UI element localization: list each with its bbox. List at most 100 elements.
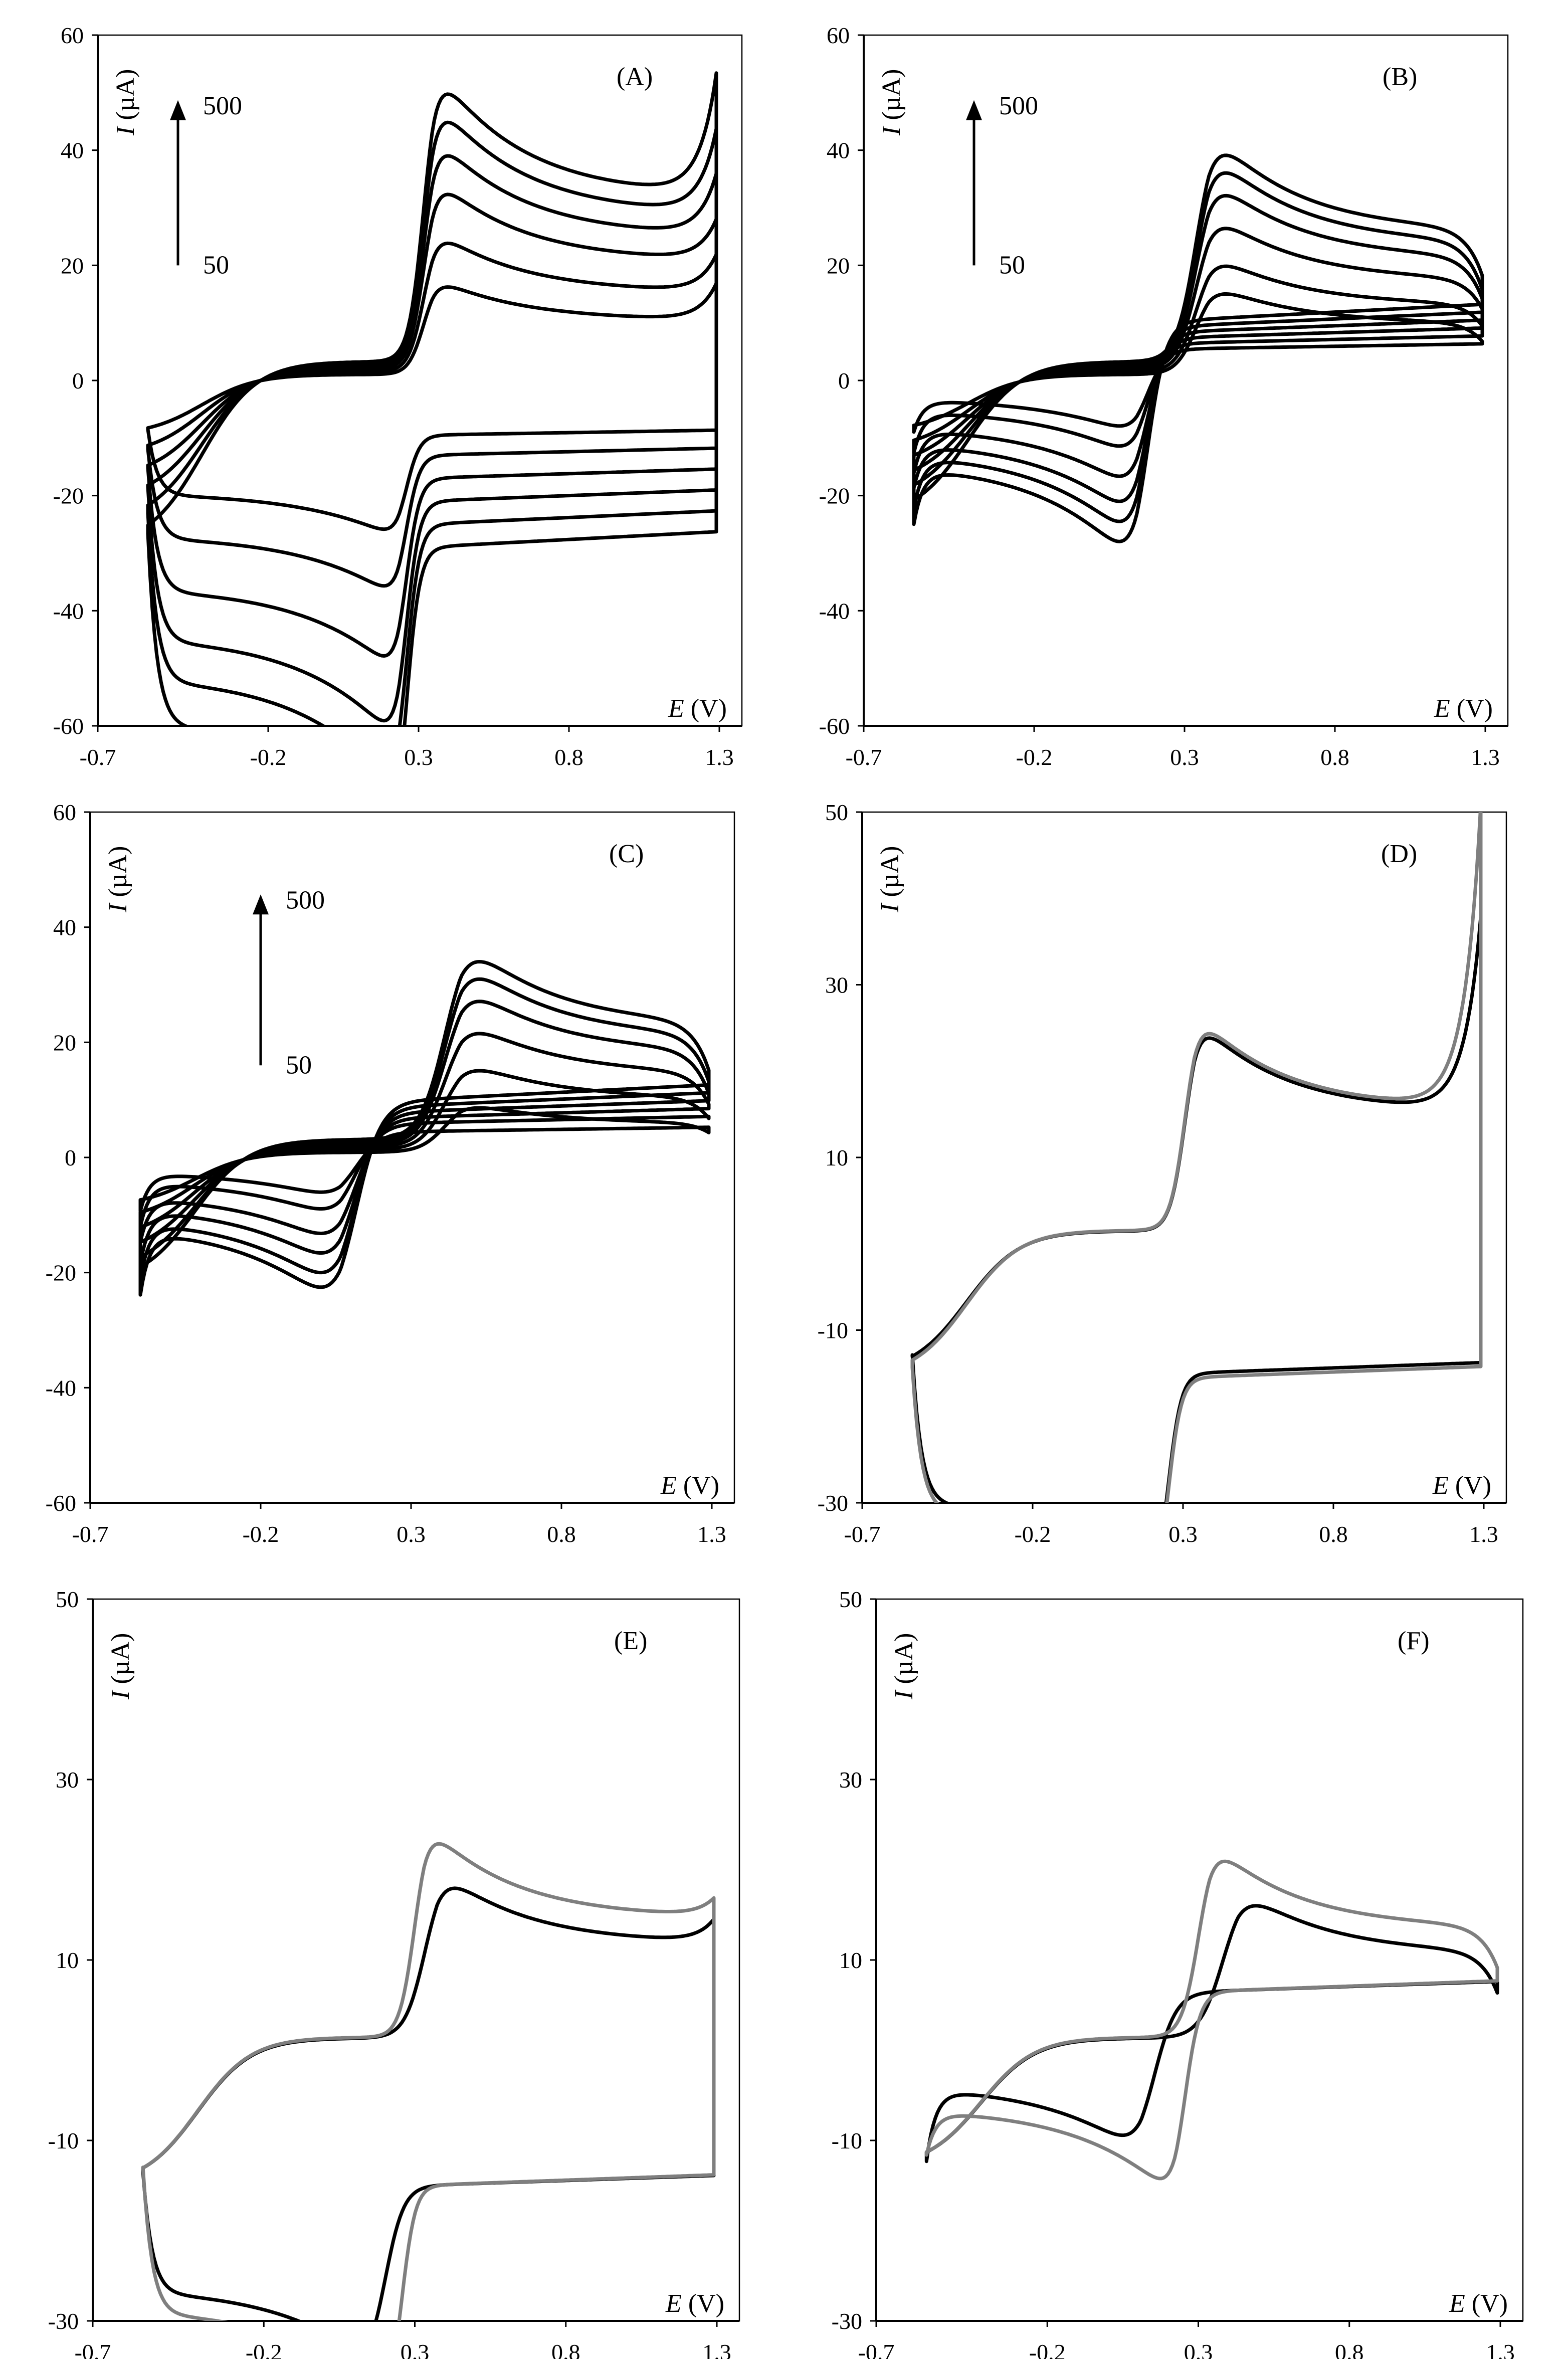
x-tick-label: 1.3 [1471, 744, 1500, 770]
x-tick-label: -0.7 [846, 744, 882, 770]
arrow-label-top: 500 [999, 92, 1038, 120]
panel-title: (A) [617, 63, 653, 91]
arrow-label-bottom: 50 [286, 1051, 312, 1079]
series-line-gray [924, 1859, 1499, 2181]
x-axis-label: E (V) [660, 1471, 719, 1500]
x-tick-label: -0.7 [72, 1521, 109, 1547]
panel-B: -60 -40 -20 0 20 40 60 -0.7 -0.2 0.3 0.8 1.3 I (µA) E… [819, 23, 1509, 770]
x-tick-label: 1.3 [1469, 1521, 1498, 1547]
x-tick-label: -0.2 [250, 744, 287, 770]
y-tick-label: 50 [839, 1587, 862, 1612]
x-tick-label: 0.3 [1184, 2339, 1213, 2359]
panel-title: (B) [1383, 63, 1417, 91]
y-tick-label: 60 [827, 23, 850, 48]
arrow-label-bottom: 50 [203, 251, 229, 279]
panel-title: (F) [1398, 1627, 1430, 1655]
x-axis-label: E (V) [668, 694, 727, 723]
series-line-500 [146, 71, 718, 726]
panel-E: -30 -10 10 30 50 -0.7 -0.2 0.3 0.8 1.3 I (µA) E (V)… [48, 1587, 740, 2359]
series-line-100 [138, 1069, 711, 1229]
y-tick-label: -40 [53, 598, 84, 624]
arrow-label-bottom: 50 [999, 251, 1025, 279]
x-tick-label: 1.3 [697, 1521, 726, 1547]
series-line-black [910, 915, 1483, 1503]
y-tick-label: 30 [839, 1767, 862, 1793]
x-tick-label: 1.3 [1486, 2339, 1515, 2359]
x-tick-label: 0.8 [1335, 2339, 1364, 2359]
x-tick-label: 0.8 [1319, 1521, 1348, 1547]
y-tick-label: 60 [61, 23, 84, 48]
y-tick-label: -60 [819, 713, 850, 739]
x-tick-label: 0.3 [1168, 1521, 1198, 1547]
plot-frame [863, 34, 1509, 727]
series-line-400 [138, 977, 711, 1281]
y-tick-label: 40 [61, 138, 84, 163]
plot-frame [89, 811, 735, 1504]
series-line-500 [138, 960, 711, 1297]
x-tick-label: 0.3 [404, 744, 433, 770]
y-tick-label: -60 [53, 713, 84, 739]
series-line-50 [912, 292, 1484, 434]
y-tick-label: 20 [61, 253, 84, 278]
x-tick-label: -0.2 [1016, 744, 1053, 770]
y-tick-label: 30 [56, 1767, 79, 1793]
y-tick-label: 0 [838, 368, 850, 394]
x-tick-label: 0.8 [1320, 744, 1349, 770]
arrow-head-icon [253, 894, 269, 915]
y-tick-label: -30 [832, 2308, 862, 2334]
y-tick-label: -30 [818, 1490, 848, 1516]
x-tick-label: 0.8 [554, 744, 583, 770]
x-tick-label: 0.3 [1170, 744, 1199, 770]
series-line-black [924, 1904, 1499, 2164]
x-tick-label: 0.3 [397, 1521, 426, 1547]
x-tick-label: -0.2 [243, 1521, 279, 1547]
x-tick-label: -0.2 [1029, 2339, 1066, 2359]
panel-D: -30 -10 10 30 50 -0.7 -0.2 0.3 0.8 1.3 I (µA) E (V)… [818, 800, 1507, 1547]
y-tick-label: -30 [48, 2308, 79, 2334]
y-tick-label: -10 [832, 2128, 862, 2153]
y-axis-label: I (µA) [877, 69, 906, 136]
x-tick-label: -0.7 [75, 2339, 111, 2359]
y-tick-label: -20 [819, 483, 850, 509]
panel-title: (D) [1381, 840, 1417, 868]
x-tick-label: 1.3 [702, 2339, 731, 2359]
y-tick-label: -10 [48, 2128, 79, 2153]
x-tick-label: 1.3 [705, 744, 734, 770]
y-tick-label: 40 [53, 915, 76, 940]
series-line-gray [910, 812, 1483, 1503]
series-line-500 [912, 153, 1484, 543]
panel-title: (C) [609, 840, 644, 868]
y-tick-label: 20 [53, 1030, 76, 1055]
panel-C: -60 -40 -20 0 20 40 60 -0.7 -0.2 0.3 0.8 1.3 I (µA) E… [46, 800, 735, 1547]
y-tick-label: 10 [839, 1947, 862, 1973]
x-tick-label: -0.2 [1015, 1521, 1051, 1547]
panel-F: -30 -10 10 30 50 -0.7 -0.2 0.3 0.8 1.3 I (µA) E (V)… [832, 1587, 1524, 2359]
y-axis-label: I (µA) [876, 846, 904, 913]
y-tick-label: 50 [825, 800, 848, 825]
y-axis-label: I (µA) [890, 1633, 918, 1700]
x-tick-label: -0.7 [80, 744, 116, 770]
series-line-gray [141, 1842, 716, 2321]
x-tick-label: -0.7 [844, 1521, 881, 1547]
arrow-label-top: 500 [286, 886, 325, 914]
arrow-head-icon [966, 100, 982, 120]
y-tick-label: -20 [53, 483, 84, 509]
y-tick-label: 0 [72, 368, 84, 394]
y-axis-label: I (µA) [106, 1633, 135, 1700]
y-tick-label: -40 [819, 598, 850, 624]
y-tick-label: -20 [46, 1260, 76, 1286]
y-axis-label: I (µA) [111, 69, 140, 136]
y-tick-label: 40 [827, 138, 850, 163]
y-tick-label: -10 [818, 1318, 848, 1343]
x-tick-label: 0.8 [551, 2339, 580, 2359]
arrow-head-icon [170, 100, 186, 120]
x-tick-label: 0.3 [401, 2339, 430, 2359]
x-axis-label: E (V) [1449, 2289, 1508, 2318]
y-axis-label: I (µA) [104, 846, 132, 913]
arrow-label-top: 500 [203, 92, 242, 120]
x-axis-label: E (V) [1434, 694, 1493, 723]
x-tick-label: -0.2 [246, 2339, 282, 2359]
series-line-100 [912, 264, 1484, 455]
series-line-50 [138, 1106, 711, 1213]
